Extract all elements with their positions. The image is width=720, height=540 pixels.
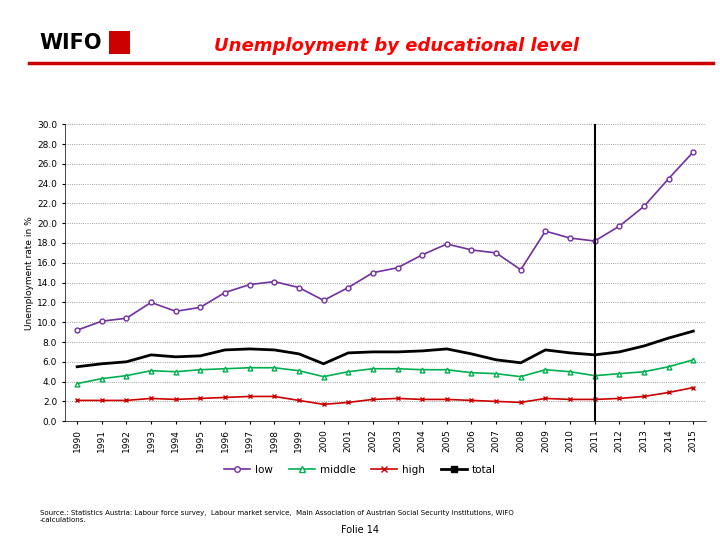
- Legend: low, middle, high, total: low, middle, high, total: [220, 461, 500, 479]
- Text: Source.: Statistics Austria: Labour force survey,  Labour market service,  Main : Source.: Statistics Austria: Labour forc…: [40, 510, 513, 523]
- Text: Unemployment by educational level: Unemployment by educational level: [214, 37, 578, 55]
- Text: WIFO: WIFO: [40, 33, 102, 53]
- Y-axis label: Unemployment rate in %: Unemployment rate in %: [25, 216, 35, 329]
- Text: Folie 14: Folie 14: [341, 524, 379, 535]
